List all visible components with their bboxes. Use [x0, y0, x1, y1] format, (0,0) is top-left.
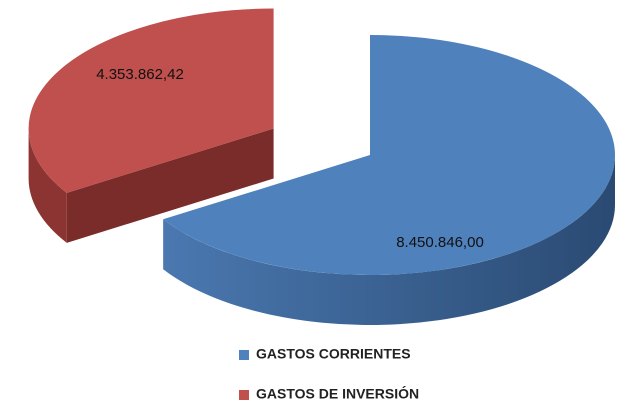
data-label: 8.450.846,00: [396, 234, 484, 251]
slice-wall: [163, 155, 616, 325]
slice-wall: [28, 128, 67, 243]
labels: 8.450.846,00 4.353.862,42: [96, 66, 484, 251]
pie-slice: [163, 35, 616, 275]
pie: [28, 8, 616, 325]
legend-label: GASTOS DE INVERSIÓN: [256, 385, 419, 402]
legend-swatch: [239, 390, 249, 400]
legend-swatch: [239, 350, 249, 360]
legend: GASTOS CORRIENTES GASTOS DE INVERSIÓN: [239, 346, 419, 402]
slice-face: [66, 128, 274, 243]
pie-slice: [28, 8, 274, 193]
legend-label: GASTOS CORRIENTES: [256, 346, 411, 362]
data-label: 4.353.862,42: [96, 66, 184, 83]
